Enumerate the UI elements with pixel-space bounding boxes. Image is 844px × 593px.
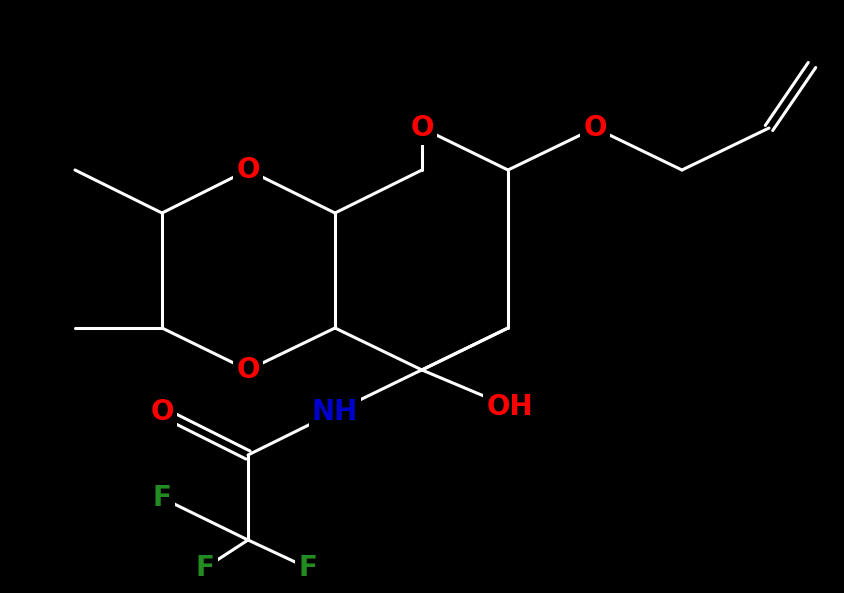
Text: O: O bbox=[150, 398, 174, 426]
Text: OH: OH bbox=[486, 393, 533, 421]
Text: F: F bbox=[153, 484, 171, 512]
Text: O: O bbox=[236, 356, 259, 384]
Text: O: O bbox=[236, 156, 259, 184]
Text: O: O bbox=[582, 114, 606, 142]
Text: F: F bbox=[298, 554, 317, 582]
Text: O: O bbox=[410, 114, 433, 142]
Text: NH: NH bbox=[311, 398, 358, 426]
Text: F: F bbox=[195, 554, 214, 582]
